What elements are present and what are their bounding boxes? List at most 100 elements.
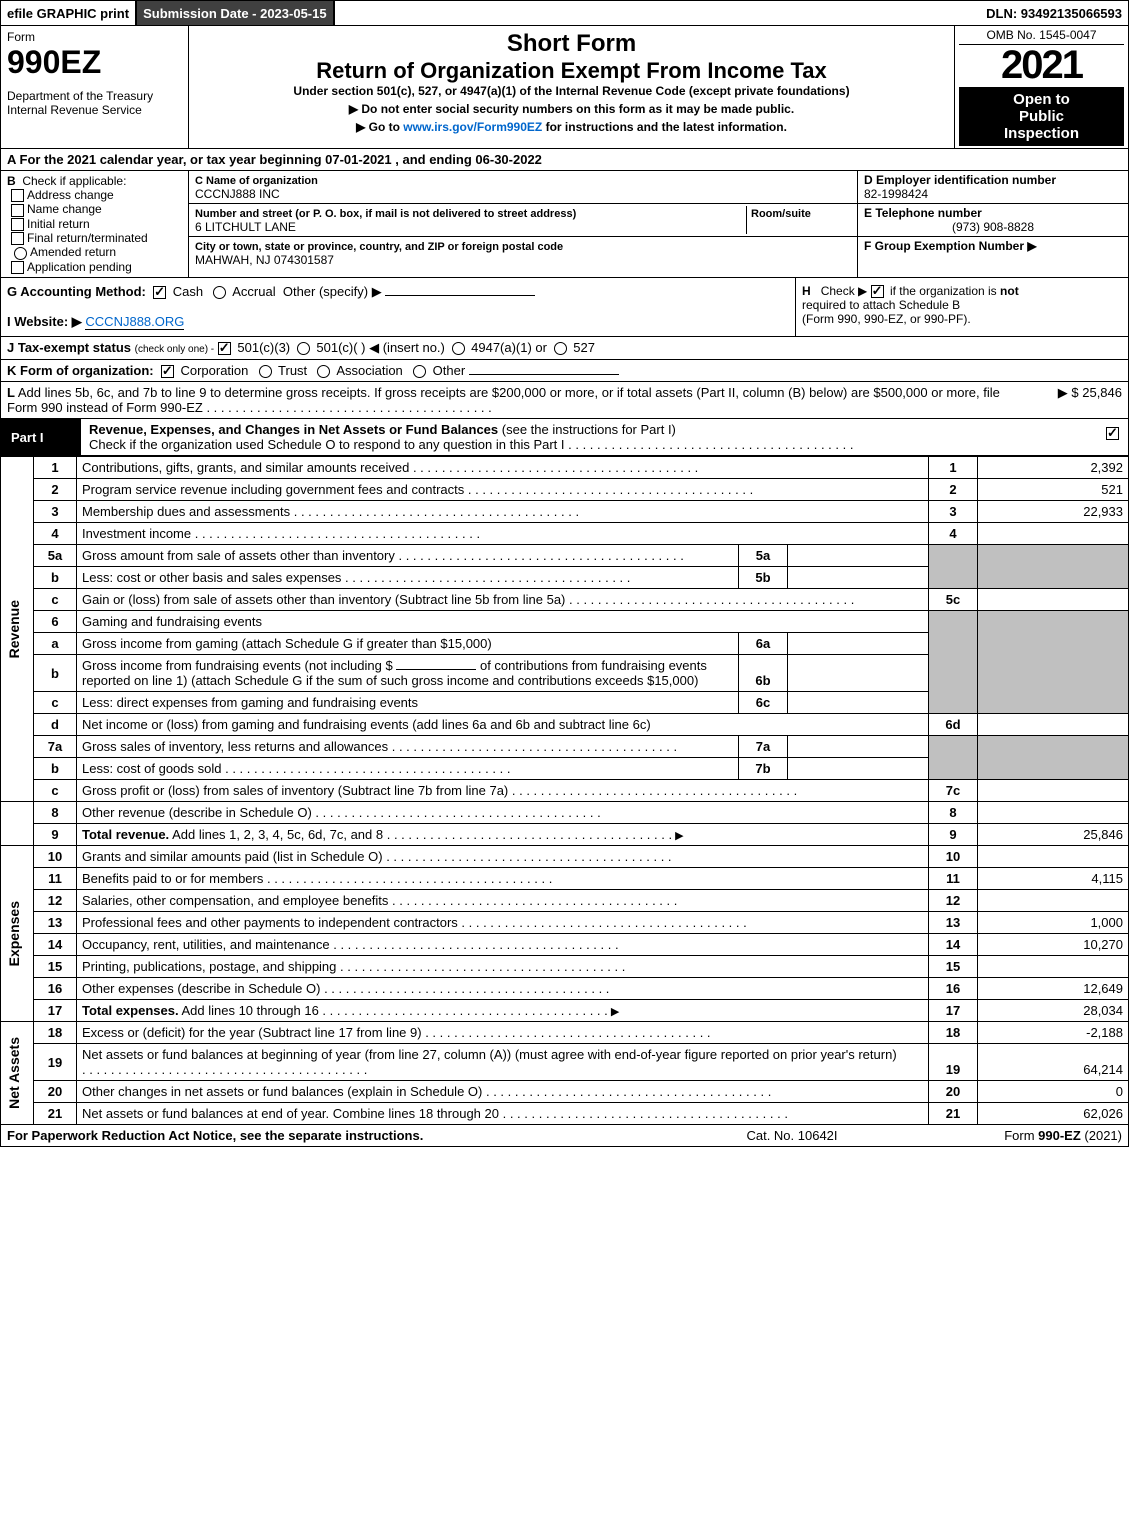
l-amount: ▶ $ 25,846 (1012, 385, 1122, 415)
e-label: E Telephone number (864, 206, 982, 220)
opt-cash: Cash (173, 284, 203, 299)
h-text2: if the organization is (890, 284, 997, 298)
chk-name-change[interactable] (11, 204, 24, 217)
line-11: 11 Benefits paid to or for members 11 4,… (1, 868, 1129, 890)
opt-initial-return: Initial return (27, 217, 90, 231)
line-20: 20 Other changes in net assets or fund b… (1, 1081, 1129, 1103)
chk-527[interactable] (554, 342, 567, 355)
chk-final-return[interactable] (11, 232, 24, 245)
chk-schedule-o[interactable] (1106, 427, 1119, 440)
opt-corporation: Corporation (180, 363, 248, 378)
line-8: 8 Other revenue (describe in Schedule O)… (1, 802, 1129, 824)
l7a-sval (788, 736, 929, 758)
f-label: F Group Exemption Number ▶ (864, 239, 1037, 253)
l7c-rnum: 7c (929, 780, 978, 802)
irs-link[interactable]: www.irs.gov/Form990EZ (403, 120, 542, 134)
l6a-desc: Gross income from gaming (attach Schedul… (82, 636, 492, 651)
l6d-num: d (34, 714, 77, 736)
l6d-val (978, 714, 1129, 736)
form-number: 990EZ (7, 44, 182, 81)
chk-address-change[interactable] (11, 189, 24, 202)
page-footer: For Paperwork Reduction Act Notice, see … (0, 1125, 1129, 1147)
chk-corporation[interactable] (161, 365, 174, 378)
chk-association[interactable] (317, 365, 330, 378)
line-17: 17 Total expenses. Add lines 10 through … (1, 1000, 1129, 1022)
h-text4: required to attach Schedule B (802, 298, 960, 312)
line-19: 19 Net assets or fund balances at beginn… (1, 1044, 1129, 1081)
l5c-rnum: 5c (929, 589, 978, 611)
l20-rnum: 20 (929, 1081, 978, 1103)
chk-501c3[interactable] (218, 342, 231, 355)
line-7a: 7a Gross sales of inventory, less return… (1, 736, 1129, 758)
chk-501c[interactable] (297, 342, 310, 355)
l5c-num: c (34, 589, 77, 611)
top-bar-spacer (335, 1, 981, 25)
chk-schedule-b[interactable] (871, 285, 884, 298)
expenses-label: Expenses (6, 901, 22, 966)
l6b-desc1: Gross income from fundraising events (no… (82, 658, 393, 673)
website-link[interactable]: CCCNJ888.ORG (85, 314, 184, 330)
top-bar: efile GRAPHIC print Submission Date - 20… (0, 0, 1129, 26)
l14-val: 10,270 (978, 934, 1129, 956)
footer-form-post: (2021) (1081, 1128, 1122, 1143)
chk-4947[interactable] (452, 342, 465, 355)
tax-year: 2021 (959, 45, 1124, 85)
l13-num: 13 (34, 912, 77, 934)
other-specify-field[interactable] (385, 295, 535, 296)
l6b-amount-field[interactable] (396, 669, 476, 670)
l11-num: 11 (34, 868, 77, 890)
other-org-field[interactable] (469, 374, 619, 375)
l6-desc: Gaming and fundraising events (77, 611, 929, 633)
org-name: CCCNJ888 INC (195, 187, 280, 201)
l19-num: 19 (34, 1044, 77, 1081)
line-6d: d Net income or (loss) from gaming and f… (1, 714, 1129, 736)
part1-table: Revenue 1 Contributions, gifts, grants, … (0, 456, 1129, 1125)
efile-print[interactable]: efile GRAPHIC print (1, 1, 137, 25)
l9-rnum: 9 (929, 824, 978, 846)
l18-rnum: 18 (929, 1022, 978, 1044)
section-j: J Tax-exempt status (check only one) - 5… (0, 337, 1129, 360)
l5b-num: b (34, 567, 77, 589)
chk-trust[interactable] (259, 365, 272, 378)
chk-amended-return[interactable] (14, 247, 27, 260)
chk-application-pending[interactable] (11, 261, 24, 274)
line-13: 13 Professional fees and other payments … (1, 912, 1129, 934)
l2-val: 521 (978, 479, 1129, 501)
l5b-sval (788, 567, 929, 589)
l19-desc: Net assets or fund balances at beginning… (82, 1047, 897, 1062)
chk-initial-return[interactable] (11, 218, 24, 231)
opt-application-pending: Application pending (27, 260, 132, 274)
open-to-public: Open to Public Inspection (959, 87, 1124, 146)
l6a-sval (788, 633, 929, 655)
dots-icon (330, 937, 619, 952)
dots-icon (336, 959, 625, 974)
l9-num: 9 (34, 824, 77, 846)
l5a-sval (788, 545, 929, 567)
l6b-snum: 6b (739, 655, 788, 692)
l15-num: 15 (34, 956, 77, 978)
l8-num: 8 (34, 802, 77, 824)
footer-right: Form 990-EZ (2021) (902, 1128, 1122, 1143)
l12-desc: Salaries, other compensation, and employ… (82, 893, 388, 908)
dln: DLN: 93492135066593 (980, 1, 1128, 25)
chk-other-org[interactable] (413, 365, 426, 378)
l6b-num: b (34, 655, 77, 692)
dots-icon (263, 871, 552, 886)
l4-rnum: 4 (929, 523, 978, 545)
chk-accrual[interactable] (213, 286, 226, 299)
l2-desc: Program service revenue including govern… (82, 482, 464, 497)
dots-icon (383, 849, 672, 864)
opt-other-org: Other (433, 363, 466, 378)
irs-label: Internal Revenue Service (7, 103, 182, 117)
grey-7ab (929, 736, 978, 780)
opt-trust: Trust (278, 363, 307, 378)
arrow-icon (608, 1003, 620, 1018)
l15-val (978, 956, 1129, 978)
l7a-desc: Gross sales of inventory, less returns a… (82, 739, 388, 754)
chk-cash[interactable] (153, 286, 166, 299)
line-21: 21 Net assets or fund balances at end of… (1, 1103, 1129, 1125)
l9-val: 25,846 (978, 824, 1129, 846)
sub-title: Under section 501(c), 527, or 4947(a)(1)… (195, 84, 948, 98)
line-3: 3 Membership dues and assessments 3 22,9… (1, 501, 1129, 523)
dots-icon (409, 460, 698, 475)
